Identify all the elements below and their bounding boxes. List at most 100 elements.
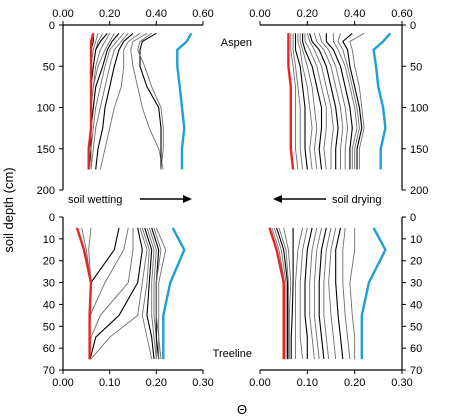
profile-line: [89, 227, 120, 360]
site-label: Treeline: [213, 348, 252, 360]
profile-line: [99, 32, 141, 170]
y-tick-label: 10: [43, 234, 55, 246]
profile-line: [337, 33, 360, 170]
profile-line: [297, 33, 313, 170]
y-tick-label: 0: [410, 20, 416, 32]
profile-line: [88, 32, 120, 170]
profile-line: [137, 32, 164, 170]
panel-aspen-wetting: 0 50 100 150 200 0.00 0.20 0.40 0.60 Aspen: [37, 8, 252, 197]
profile-line: [332, 33, 358, 170]
y-tick-label: 60: [410, 343, 422, 355]
x-tick-label: 0.10: [99, 377, 120, 389]
profile-line: [313, 227, 322, 360]
y-tick-label: 0: [410, 212, 416, 224]
profile-line: [90, 33, 125, 170]
x-tick-label: 0.40: [146, 8, 167, 20]
x-tick-label: 0.00: [249, 8, 270, 20]
y-tick-label: 200: [37, 185, 55, 197]
annotation-soil-wetting: soil wetting: [68, 194, 122, 206]
profile-line: [295, 227, 304, 360]
profile-line: [309, 227, 318, 360]
profile-line: [304, 33, 327, 170]
x-tick-label: 0.40: [344, 8, 365, 20]
y-tick-label: 50: [43, 321, 55, 333]
y-tick-label: 200: [410, 185, 428, 197]
panel-aspen-drying: 0 50 100 150 200 0.00 0.20 0.40 0.60: [249, 8, 428, 197]
y-tick-label: 20: [410, 256, 422, 268]
x-tick-label: 0.30: [192, 377, 213, 389]
min-envelope-line: [287, 33, 295, 170]
min-envelope-line: [75, 227, 93, 360]
profile-line: [139, 32, 162, 170]
profile-line: [155, 227, 167, 360]
panel-treeline-wetting: 0 10 20 30 40 50 60 700.00 0.10 0.20 0.30 Treeline: [43, 212, 252, 389]
x-tick-label: 0.00: [52, 377, 73, 389]
min-envelope-line: [87, 32, 95, 170]
profile-line: [292, 33, 304, 170]
y-tick-label: 50: [410, 61, 422, 73]
profile-line: [304, 227, 313, 360]
profile-line: [299, 33, 318, 170]
panel-treeline-drying: 0 10 20 30 40 50 60 70 0.00 0.10 0.20 0.30: [249, 212, 422, 389]
profile-line: [313, 33, 344, 170]
profile-line: [95, 32, 134, 170]
y-tick-label: 10: [410, 234, 422, 246]
x-tick-label: 0.20: [297, 8, 318, 20]
y-tick-label: 70: [43, 365, 55, 377]
y-tick-label: 30: [410, 278, 422, 290]
y-tick-label: 40: [410, 299, 422, 311]
y-tick-label: 150: [410, 144, 428, 156]
profile-line: [302, 33, 323, 170]
max-envelope-line: [176, 32, 193, 170]
profile-line: [89, 227, 143, 360]
y-tick-label: 70: [410, 365, 422, 377]
profile-line: [141, 227, 153, 360]
y-axis-label: soil depth (cm): [1, 167, 16, 252]
min-envelope-line: [268, 227, 285, 360]
profile-line: [306, 33, 334, 170]
profile-line: [342, 227, 351, 360]
profile-line: [278, 227, 289, 360]
arrow-soil-drying-head: [273, 195, 282, 203]
profile-line: [299, 227, 308, 360]
profile-line: [148, 227, 157, 360]
annotation-soil-drying: soil drying: [332, 194, 382, 206]
profile-line: [294, 33, 308, 170]
y-tick-label: 0: [49, 20, 55, 32]
y-tick-label: 100: [410, 103, 428, 115]
x-axis-label: Θ: [237, 402, 247, 417]
y-tick-label: 40: [43, 299, 55, 311]
profile-line: [276, 227, 289, 360]
profile-line: [146, 227, 157, 360]
x-tick-label: 0.30: [391, 377, 412, 389]
profile-line: [349, 227, 356, 360]
profile-line: [144, 227, 155, 360]
y-tick-label: 100: [37, 103, 55, 115]
y-tick-label: 30: [43, 278, 55, 290]
profile-line: [335, 227, 344, 360]
profile-line: [318, 227, 327, 360]
profile-line: [323, 227, 332, 360]
y-tick-label: 50: [410, 321, 422, 333]
profile-line: [290, 33, 299, 170]
y-tick-label: 150: [37, 144, 55, 156]
x-tick-label: 0.20: [146, 377, 167, 389]
y-tick-label: 0: [49, 212, 55, 224]
profile-line: [349, 32, 365, 170]
profile-line: [90, 227, 148, 360]
site-label: Aspen: [221, 37, 252, 49]
x-tick-label: 0.00: [249, 377, 270, 389]
max-envelope-line: [360, 227, 387, 360]
x-tick-label: 0.20: [344, 377, 365, 389]
y-tick-label: 60: [43, 343, 55, 355]
profile-line: [130, 32, 164, 170]
x-tick-label: 0.20: [99, 8, 120, 20]
x-tick-label: 0.60: [192, 8, 213, 20]
profile-line: [342, 32, 363, 170]
profile-line: [90, 33, 129, 170]
y-tick-label: 20: [43, 256, 55, 268]
profile-line: [328, 227, 337, 360]
profile-line: [283, 227, 292, 360]
